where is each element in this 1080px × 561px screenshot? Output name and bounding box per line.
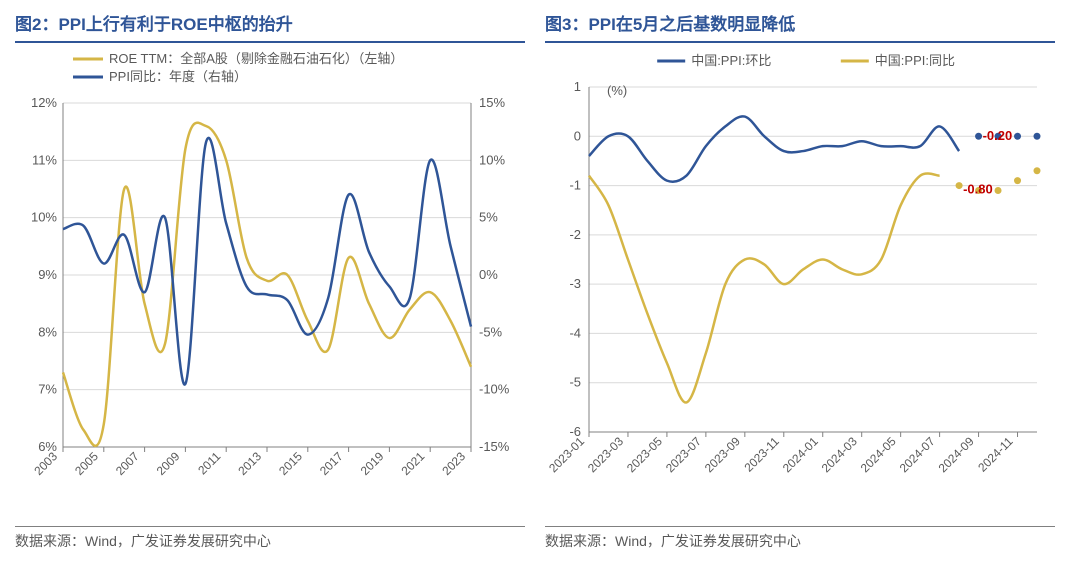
- svg-text:-4: -4: [569, 325, 581, 340]
- svg-text:2024-11: 2024-11: [975, 434, 1016, 475]
- svg-text:ROE TTM：全部A股（剔除金融石油石化）（左轴）: ROE TTM：全部A股（剔除金融石油石化）（左轴）: [109, 51, 403, 66]
- svg-text:2023-07: 2023-07: [663, 434, 704, 475]
- svg-text:2021: 2021: [399, 449, 428, 478]
- svg-text:中国:PPI:同比: 中国:PPI:同比: [875, 53, 955, 68]
- svg-text:10%: 10%: [31, 210, 57, 225]
- chart2-ppi-line: [63, 138, 471, 385]
- svg-text:-2: -2: [569, 227, 581, 242]
- chart3-plot: 中国:PPI:环比中国:PPI:同比-6-5-4-3-2-101(%)2023-…: [545, 47, 1055, 522]
- chart3-mom-forecast-dot: [1014, 133, 1021, 140]
- chart3-mom-forecast-dot: [975, 133, 982, 140]
- chart3-mom-line: [589, 116, 959, 181]
- svg-text:2023-11: 2023-11: [741, 434, 782, 475]
- chart3-annotation: -0.20: [983, 128, 1013, 143]
- chart3-yoy-forecast-dot: [995, 187, 1002, 194]
- svg-text:1: 1: [574, 79, 581, 94]
- svg-text:2023-09: 2023-09: [702, 434, 743, 475]
- svg-text:2023: 2023: [439, 449, 468, 478]
- svg-text:8%: 8%: [38, 324, 57, 339]
- chart3-source: 数据来源：Wind，广发证券发展研究中心: [545, 526, 1055, 551]
- svg-text:2024-01: 2024-01: [780, 434, 821, 475]
- svg-text:2011: 2011: [195, 449, 223, 477]
- chart2-svg: ROE TTM：全部A股（剔除金融石油石化）（左轴）PPI同比：年度（右轴）6%…: [15, 47, 525, 497]
- svg-text:7%: 7%: [38, 382, 57, 397]
- chart3-legend: 中国:PPI:环比 中国:PPI:同比: [657, 53, 955, 68]
- svg-text:2024-07: 2024-07: [897, 434, 938, 475]
- svg-text:2007: 2007: [113, 449, 142, 478]
- chart3-yoy-forecast-dot: [1034, 167, 1041, 174]
- svg-text:2009: 2009: [154, 449, 183, 478]
- svg-text:-5%: -5%: [479, 324, 503, 339]
- chart3-annotation: -0.80: [963, 182, 993, 197]
- svg-text:-10%: -10%: [479, 382, 510, 397]
- svg-text:2023-01: 2023-01: [546, 434, 587, 475]
- svg-text:2005: 2005: [72, 449, 101, 478]
- chart2-source: 数据来源：Wind，广发证券发展研究中心: [15, 526, 525, 551]
- chart3-title: 图3：PPI在5月之后基数明显降低: [545, 10, 1055, 43]
- svg-text:中国:PPI:环比: 中国:PPI:环比: [691, 53, 771, 68]
- svg-text:9%: 9%: [38, 267, 57, 282]
- svg-text:0%: 0%: [479, 267, 498, 282]
- svg-text:10%: 10%: [479, 152, 505, 167]
- svg-text:2024-05: 2024-05: [858, 434, 899, 475]
- svg-text:2024-03: 2024-03: [819, 434, 860, 475]
- chart2-roe-line: [63, 123, 471, 446]
- svg-text:5%: 5%: [479, 210, 498, 225]
- chart3-svg: 中国:PPI:环比中国:PPI:同比-6-5-4-3-2-101(%)2023-…: [545, 47, 1055, 497]
- svg-text:2023-05: 2023-05: [624, 434, 665, 475]
- svg-text:2015: 2015: [276, 449, 305, 478]
- chart3-mom-forecast-dot: [1034, 133, 1041, 140]
- svg-text:-1: -1: [569, 178, 581, 193]
- chart3-yoy-forecast-dot: [956, 182, 963, 189]
- svg-text:-15%: -15%: [479, 439, 510, 454]
- svg-text:2013: 2013: [235, 449, 264, 478]
- chart2-title: 图2：PPI上行有利于ROE中枢的抬升: [15, 10, 525, 43]
- svg-text:-5: -5: [569, 375, 581, 390]
- svg-text:2024-09: 2024-09: [936, 434, 977, 475]
- chart2-plot: ROE TTM：全部A股（剔除金融石油石化）（左轴）PPI同比：年度（右轴）6%…: [15, 47, 525, 522]
- chart3-panel: 图3：PPI在5月之后基数明显降低 中国:PPI:环比中国:PPI:同比-6-5…: [545, 10, 1055, 551]
- chart2-legend: ROE TTM：全部A股（剔除金融石油石化）（左轴） PPI同比：年度（右轴）: [73, 51, 403, 84]
- svg-text:2017: 2017: [317, 449, 346, 478]
- svg-text:12%: 12%: [31, 95, 57, 110]
- svg-text:15%: 15%: [479, 95, 505, 110]
- svg-text:(%): (%): [607, 83, 627, 98]
- svg-text:2019: 2019: [358, 449, 387, 478]
- svg-text:PPI同比：年度（右轴）: PPI同比：年度（右轴）: [109, 69, 247, 84]
- chart3-yoy-line: [589, 174, 940, 403]
- chart2-panel: 图2：PPI上行有利于ROE中枢的抬升 ROE TTM：全部A股（剔除金融石油石…: [15, 10, 525, 551]
- svg-text:-3: -3: [569, 276, 581, 291]
- svg-text:2023-03: 2023-03: [585, 434, 626, 475]
- svg-text:0: 0: [574, 128, 581, 143]
- svg-text:11%: 11%: [32, 152, 57, 167]
- chart3-yoy-forecast-dot: [1014, 177, 1021, 184]
